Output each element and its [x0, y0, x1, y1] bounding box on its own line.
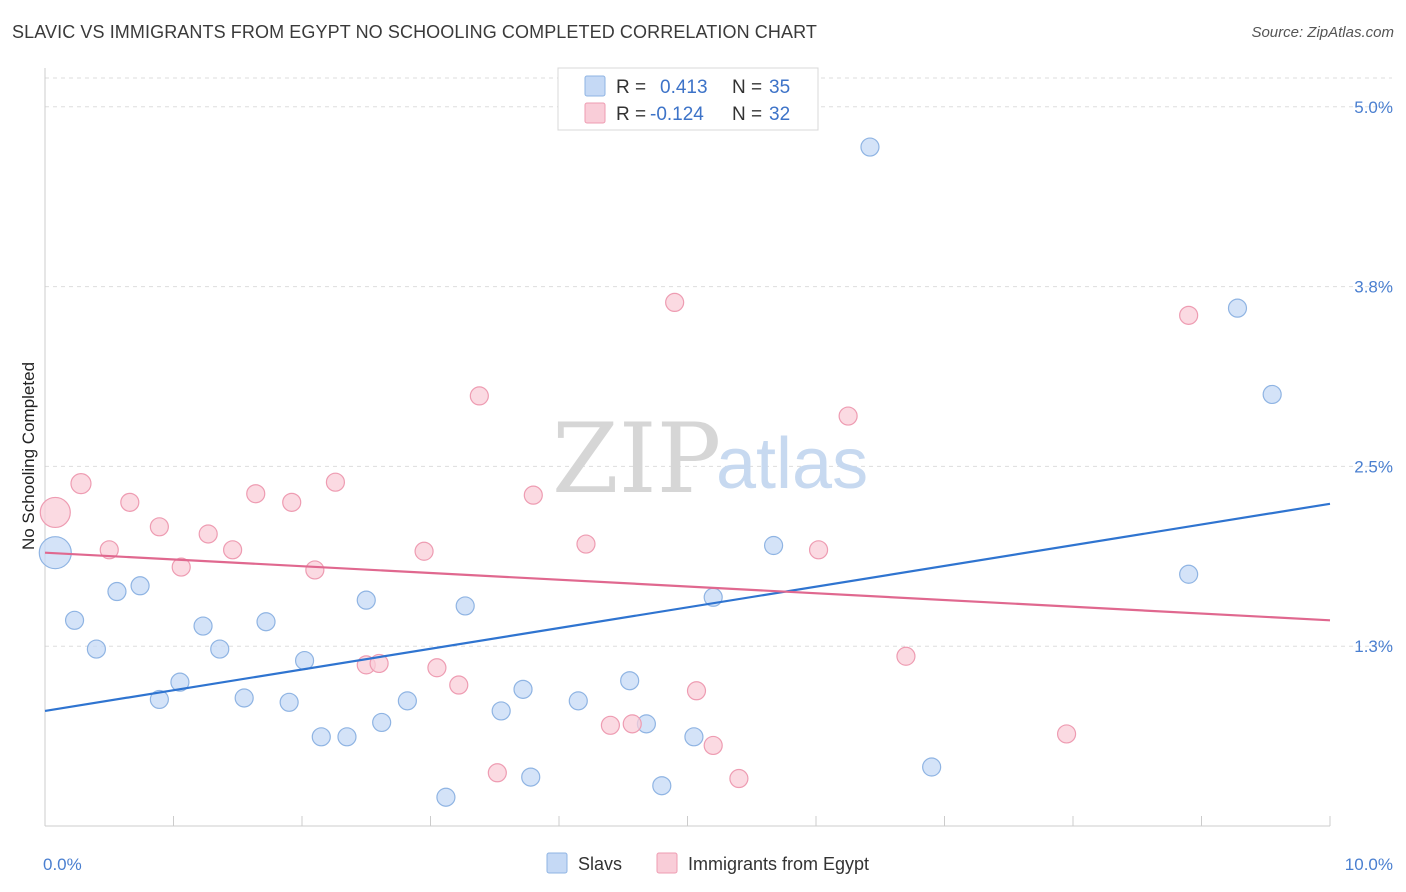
- egypt-point-2: [99, 540, 119, 560]
- bottom-legend-slavs-swatch: [546, 852, 568, 874]
- watermark-zip: ZIP: [552, 403, 721, 515]
- slavs-n-value: 35: [769, 77, 790, 98]
- x-tick-label-1: 10.0%: [1345, 855, 1393, 874]
- tick-labels: 1.3% 2.5% 3.8% 5.0% 0.0% 10.0%: [43, 98, 1393, 874]
- slavs-trend-line: [44, 502, 1331, 713]
- slavs-r-label: R =: [616, 77, 646, 98]
- slavs-point-9: [234, 688, 254, 708]
- slavs-point-31: [922, 757, 942, 777]
- egypt-point-22: [622, 714, 642, 734]
- egypt-point-0: [39, 496, 71, 529]
- x-tick-label-0: 0.0%: [43, 855, 82, 874]
- slavs-point-17: [397, 691, 417, 711]
- egypt-point-3: [120, 492, 140, 512]
- bottom-legend-slavs-label: Slavs: [578, 854, 622, 874]
- egypt-point-27: [808, 540, 829, 560]
- slavs-point-32: [1179, 564, 1199, 584]
- bottom-legend-egypt-swatch: [656, 852, 678, 874]
- slavs-point-34: [1262, 384, 1282, 405]
- slavs-point-19: [455, 596, 475, 616]
- slavs-point-16: [372, 712, 392, 733]
- egypt-point-16: [449, 675, 469, 695]
- slavs-point-15: [356, 590, 376, 610]
- egypt-point-9: [282, 492, 302, 512]
- egypt-point-7: [223, 540, 243, 560]
- watermark: ZIP atlas: [552, 403, 868, 515]
- slavs-point-1: [64, 610, 85, 630]
- y-axis-title: No Schooling Completed: [19, 362, 38, 550]
- slavs-point-12: [294, 650, 315, 671]
- slavs-point-24: [620, 671, 640, 691]
- egypt-n-value: 32: [769, 104, 790, 125]
- egypt-trend-line: [44, 551, 1331, 622]
- slavs-point-10: [256, 612, 276, 632]
- y-tick-label-1: 2.5%: [1354, 457, 1393, 476]
- egypt-point-11: [325, 472, 346, 492]
- bottom-legend-egypt-label: Immigrants from Egypt: [688, 854, 869, 874]
- slavs-point-2: [86, 639, 107, 659]
- egypt-point-19: [523, 485, 543, 505]
- slavs-point-13: [311, 727, 331, 747]
- egypt-point-13: [369, 653, 389, 674]
- slavs-point-29: [763, 535, 784, 556]
- egypt-point-25: [703, 735, 723, 756]
- slavs-point-4: [130, 576, 150, 596]
- egypt-point-8: [246, 484, 266, 504]
- egypt-point-10: [305, 560, 325, 580]
- slavs-point-7: [193, 616, 213, 636]
- egypt-point-17: [469, 386, 489, 406]
- egypt-r-value: -0.124: [650, 104, 704, 125]
- egypt-point-30: [1056, 724, 1077, 744]
- slavs-point-30: [860, 137, 880, 157]
- y-tick-label-3: 5.0%: [1354, 98, 1393, 117]
- data-points: [38, 137, 1282, 807]
- slavs-point-23: [568, 691, 588, 711]
- egypt-r-label: R =: [616, 104, 646, 125]
- slavs-r-value: 0.413: [660, 77, 708, 98]
- egypt-point-20: [576, 534, 596, 554]
- egypt-point-5: [171, 557, 191, 577]
- slavs-point-14: [337, 727, 357, 747]
- egypt-point-23: [665, 292, 685, 312]
- y-tick-label-2: 3.8%: [1354, 278, 1393, 297]
- egypt-point-26: [729, 768, 749, 789]
- egypt-point-1: [70, 473, 92, 495]
- slavs-n-label: N =: [732, 77, 762, 98]
- egypt-point-6: [198, 524, 218, 544]
- slavs-point-22: [521, 767, 541, 787]
- slavs-point-18: [436, 787, 456, 807]
- slavs-point-5: [149, 689, 169, 710]
- y-tick-label-0: 1.3%: [1354, 637, 1393, 656]
- axes: [44, 68, 1331, 827]
- slavs-swatch: [584, 75, 606, 97]
- egypt-point-28: [838, 406, 858, 426]
- egypt-n-label: N =: [732, 104, 762, 125]
- egypt-point-18: [487, 763, 507, 783]
- slavs-point-20: [491, 701, 511, 721]
- slavs-point-26: [652, 776, 672, 796]
- egypt-point-4: [149, 517, 169, 537]
- watermark-atlas: atlas: [716, 424, 868, 504]
- slavs-point-33: [1227, 298, 1248, 318]
- chart-title: SLAVIC VS IMMIGRANTS FROM EGYPT NO SCHOO…: [12, 22, 817, 42]
- egypt-swatch: [584, 102, 606, 124]
- slavs-point-21: [513, 679, 533, 699]
- egypt-point-21: [600, 715, 621, 735]
- slavs-point-3: [107, 581, 127, 602]
- bottom-legend: Slavs Immigrants from Egypt: [546, 852, 869, 874]
- egypt-point-15: [427, 658, 447, 678]
- gridlines: [45, 77, 1392, 647]
- source-credit: Source: ZipAtlas.com: [1251, 24, 1394, 41]
- slavs-point-11: [279, 692, 299, 712]
- egypt-point-24: [686, 681, 707, 701]
- trend-lines: [44, 502, 1331, 713]
- slavs-point-8: [210, 639, 230, 659]
- slavs-point-27: [684, 727, 704, 747]
- egypt-point-14: [414, 541, 434, 561]
- slavs-point-6: [170, 672, 190, 692]
- stats-legend: R = 0.413 N = 35 R = -0.124 N = 32: [557, 67, 819, 131]
- egypt-point-29: [896, 646, 916, 666]
- egypt-point-31: [1179, 305, 1199, 325]
